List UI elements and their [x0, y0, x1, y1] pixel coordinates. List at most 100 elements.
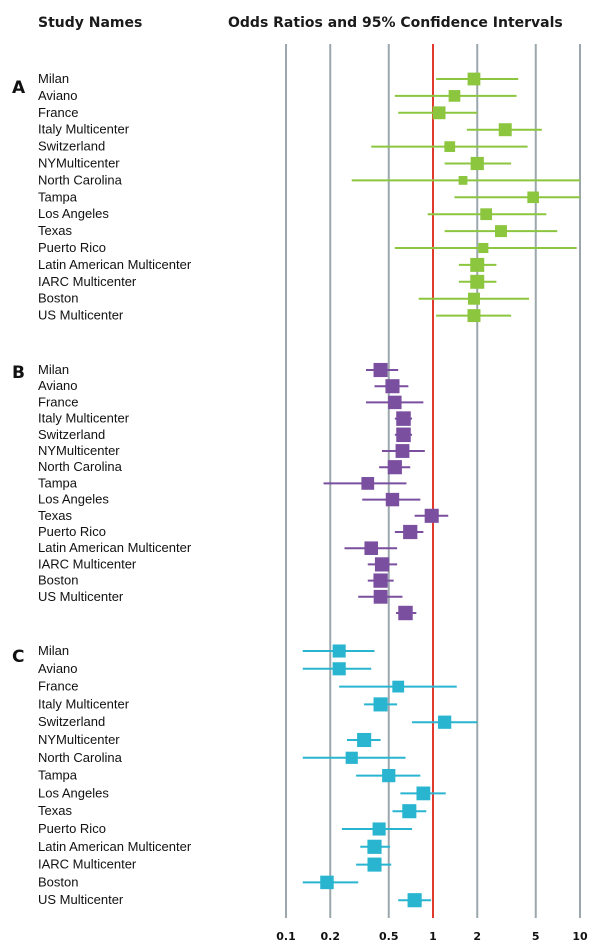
point-c-3	[373, 697, 388, 712]
point-a-4	[444, 141, 456, 152]
study-name-c-10: Puerto Rico	[38, 821, 106, 836]
panel-a: A Milan Aviano France Italy Multicenter Switz…	[12, 71, 580, 323]
x-tick-label-2: 0.5	[379, 930, 399, 943]
point-c-1	[332, 662, 346, 676]
study-name-a-2: France	[38, 105, 78, 120]
study-name-b-9: Texas	[38, 508, 72, 523]
header-study-names: Study Names	[38, 15, 142, 31]
study-name-a-11: Latin American Multicenter	[38, 257, 192, 272]
study-name-a-9: Texas	[38, 223, 72, 238]
point-a-1	[448, 90, 461, 102]
point-c-0	[332, 644, 346, 658]
point-c-12	[367, 857, 382, 872]
study-name-b-11: Latin American Multicenter	[38, 540, 192, 555]
point-a-10	[478, 242, 489, 254]
study-name-c-1: Aviano	[38, 661, 78, 676]
study-name-b-5: NYMulticenter	[38, 443, 120, 458]
study-name-b-2: France	[38, 394, 78, 409]
study-name-a-8: Los Angeles	[38, 206, 109, 221]
point-b-3	[396, 411, 411, 426]
point-c-14	[407, 893, 422, 908]
study-name-a-6: North Carolina	[38, 172, 123, 187]
point-a-7	[527, 191, 539, 204]
point-b-0	[373, 362, 388, 378]
point-c-4	[438, 715, 452, 729]
x-tick-label-1: 0.2	[321, 930, 341, 943]
point-b-1	[385, 379, 400, 394]
point-b-7	[361, 477, 375, 490]
study-name-c-14: US Multicenter	[38, 892, 124, 907]
study-name-c-3: Italy Multicenter	[38, 696, 130, 711]
x-tick-label-0: 0.1	[276, 930, 296, 943]
study-name-a-10: Puerto Rico	[38, 240, 106, 255]
panel-label-b: B	[12, 363, 25, 383]
study-name-b-6: North Carolina	[38, 459, 123, 474]
point-b-5	[395, 444, 410, 458]
x-tick-label-5: 5	[532, 930, 540, 943]
point-a-2	[432, 106, 446, 120]
study-name-a-5: NYMulticenter	[38, 156, 120, 171]
point-a-0	[467, 72, 481, 86]
point-c-10	[372, 822, 386, 836]
point-c-9	[402, 804, 417, 819]
study-name-c-6: North Carolina	[38, 750, 123, 765]
x-tick-label-3: 1	[429, 930, 437, 943]
point-a-13	[467, 292, 480, 305]
study-name-b-1: Aviano	[38, 378, 78, 393]
study-name-b-3: Italy Multicenter	[38, 411, 130, 426]
point-b-14	[373, 589, 388, 604]
study-name-a-14: US Multicenter	[38, 308, 124, 323]
point-c-2	[392, 680, 405, 693]
point-a-9	[495, 225, 507, 238]
point-c-6	[345, 751, 358, 764]
panel-c: C Milan Aviano France Italy Multicenter Switz…	[12, 643, 478, 908]
point-b-9	[424, 508, 439, 523]
point-a-11	[470, 257, 485, 272]
point-c-7	[382, 768, 396, 783]
study-name-c-0: Milan	[38, 643, 69, 658]
point-a-8	[480, 208, 493, 221]
point-c-11	[367, 839, 382, 854]
study-name-b-4: Switzerland	[38, 427, 105, 442]
point-c-5	[357, 732, 372, 748]
study-name-a-7: Tampa	[38, 189, 78, 204]
point-a-3	[498, 123, 512, 137]
header-odds-ratios: Odds Ratios and 95% Confidence Intervals	[228, 15, 563, 31]
x-axis-ticks: 0.1 0.2 0.5 1 2 5 10	[276, 930, 588, 943]
study-name-a-13: Boston	[38, 291, 78, 306]
point-a-14	[467, 309, 481, 323]
point-b-12	[374, 557, 390, 572]
point-b-11	[364, 541, 379, 555]
panel-label-a: A	[12, 78, 26, 98]
study-name-b-12: IARC Multicenter	[38, 556, 137, 571]
study-name-b-13: Boston	[38, 573, 78, 588]
point-b-10	[403, 524, 418, 540]
study-name-c-4: Switzerland	[38, 714, 105, 729]
study-name-a-3: Italy Multicenter	[38, 122, 130, 137]
study-name-b-7: Tampa	[38, 475, 78, 490]
study-name-a-1: Aviano	[38, 88, 78, 103]
study-name-a-0: Milan	[38, 71, 69, 86]
study-name-b-10: Puerto Rico	[38, 524, 106, 539]
study-name-c-5: NYMulticenter	[38, 732, 120, 747]
point-b-15	[398, 605, 413, 621]
study-name-c-8: Los Angeles	[38, 785, 109, 800]
point-a-5	[470, 156, 484, 171]
study-name-c-13: Boston	[38, 874, 78, 889]
study-name-c-9: Texas	[38, 803, 72, 818]
x-tick-label-4: 2	[473, 930, 481, 943]
point-b-6	[387, 460, 402, 475]
point-b-2	[388, 395, 402, 410]
point-b-4	[396, 427, 411, 443]
point-a-12	[470, 274, 485, 289]
study-name-b-14: US Multicenter	[38, 589, 124, 604]
study-name-c-2: France	[38, 679, 78, 694]
study-name-a-4: Switzerland	[38, 139, 105, 154]
study-name-c-11: Latin American Multicenter	[38, 839, 192, 854]
study-name-a-12: IARC Multicenter	[38, 274, 137, 289]
panel-label-c: C	[12, 647, 24, 667]
study-name-b-0: Milan	[38, 362, 69, 377]
